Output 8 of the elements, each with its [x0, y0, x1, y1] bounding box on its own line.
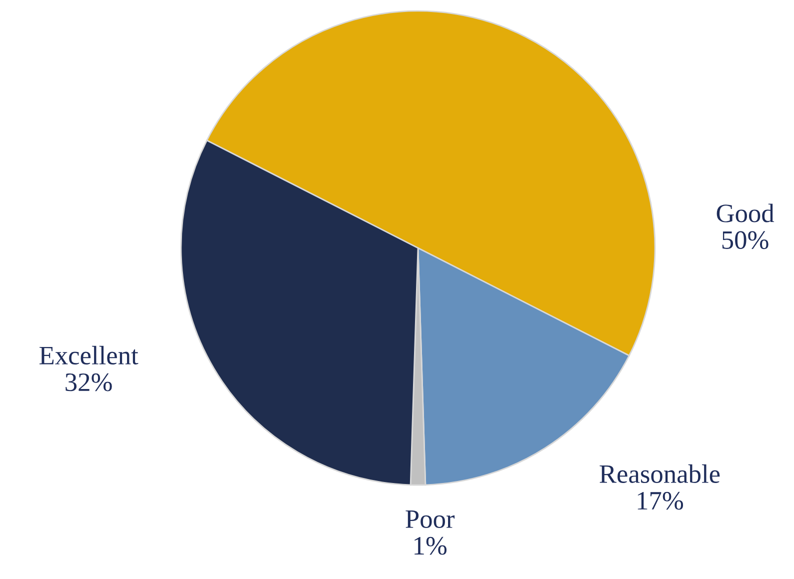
slice-label: Poor — [406, 510, 455, 528]
data-label: 1% — [414, 536, 447, 555]
slice-label: Good — [716, 204, 774, 222]
slice-label: Excellent — [40, 346, 138, 365]
slice-label: Reasonable — [600, 464, 720, 484]
data-label: 50% — [722, 231, 768, 250]
data-label: 17% — [638, 492, 684, 510]
data-label: 32% — [66, 373, 112, 392]
